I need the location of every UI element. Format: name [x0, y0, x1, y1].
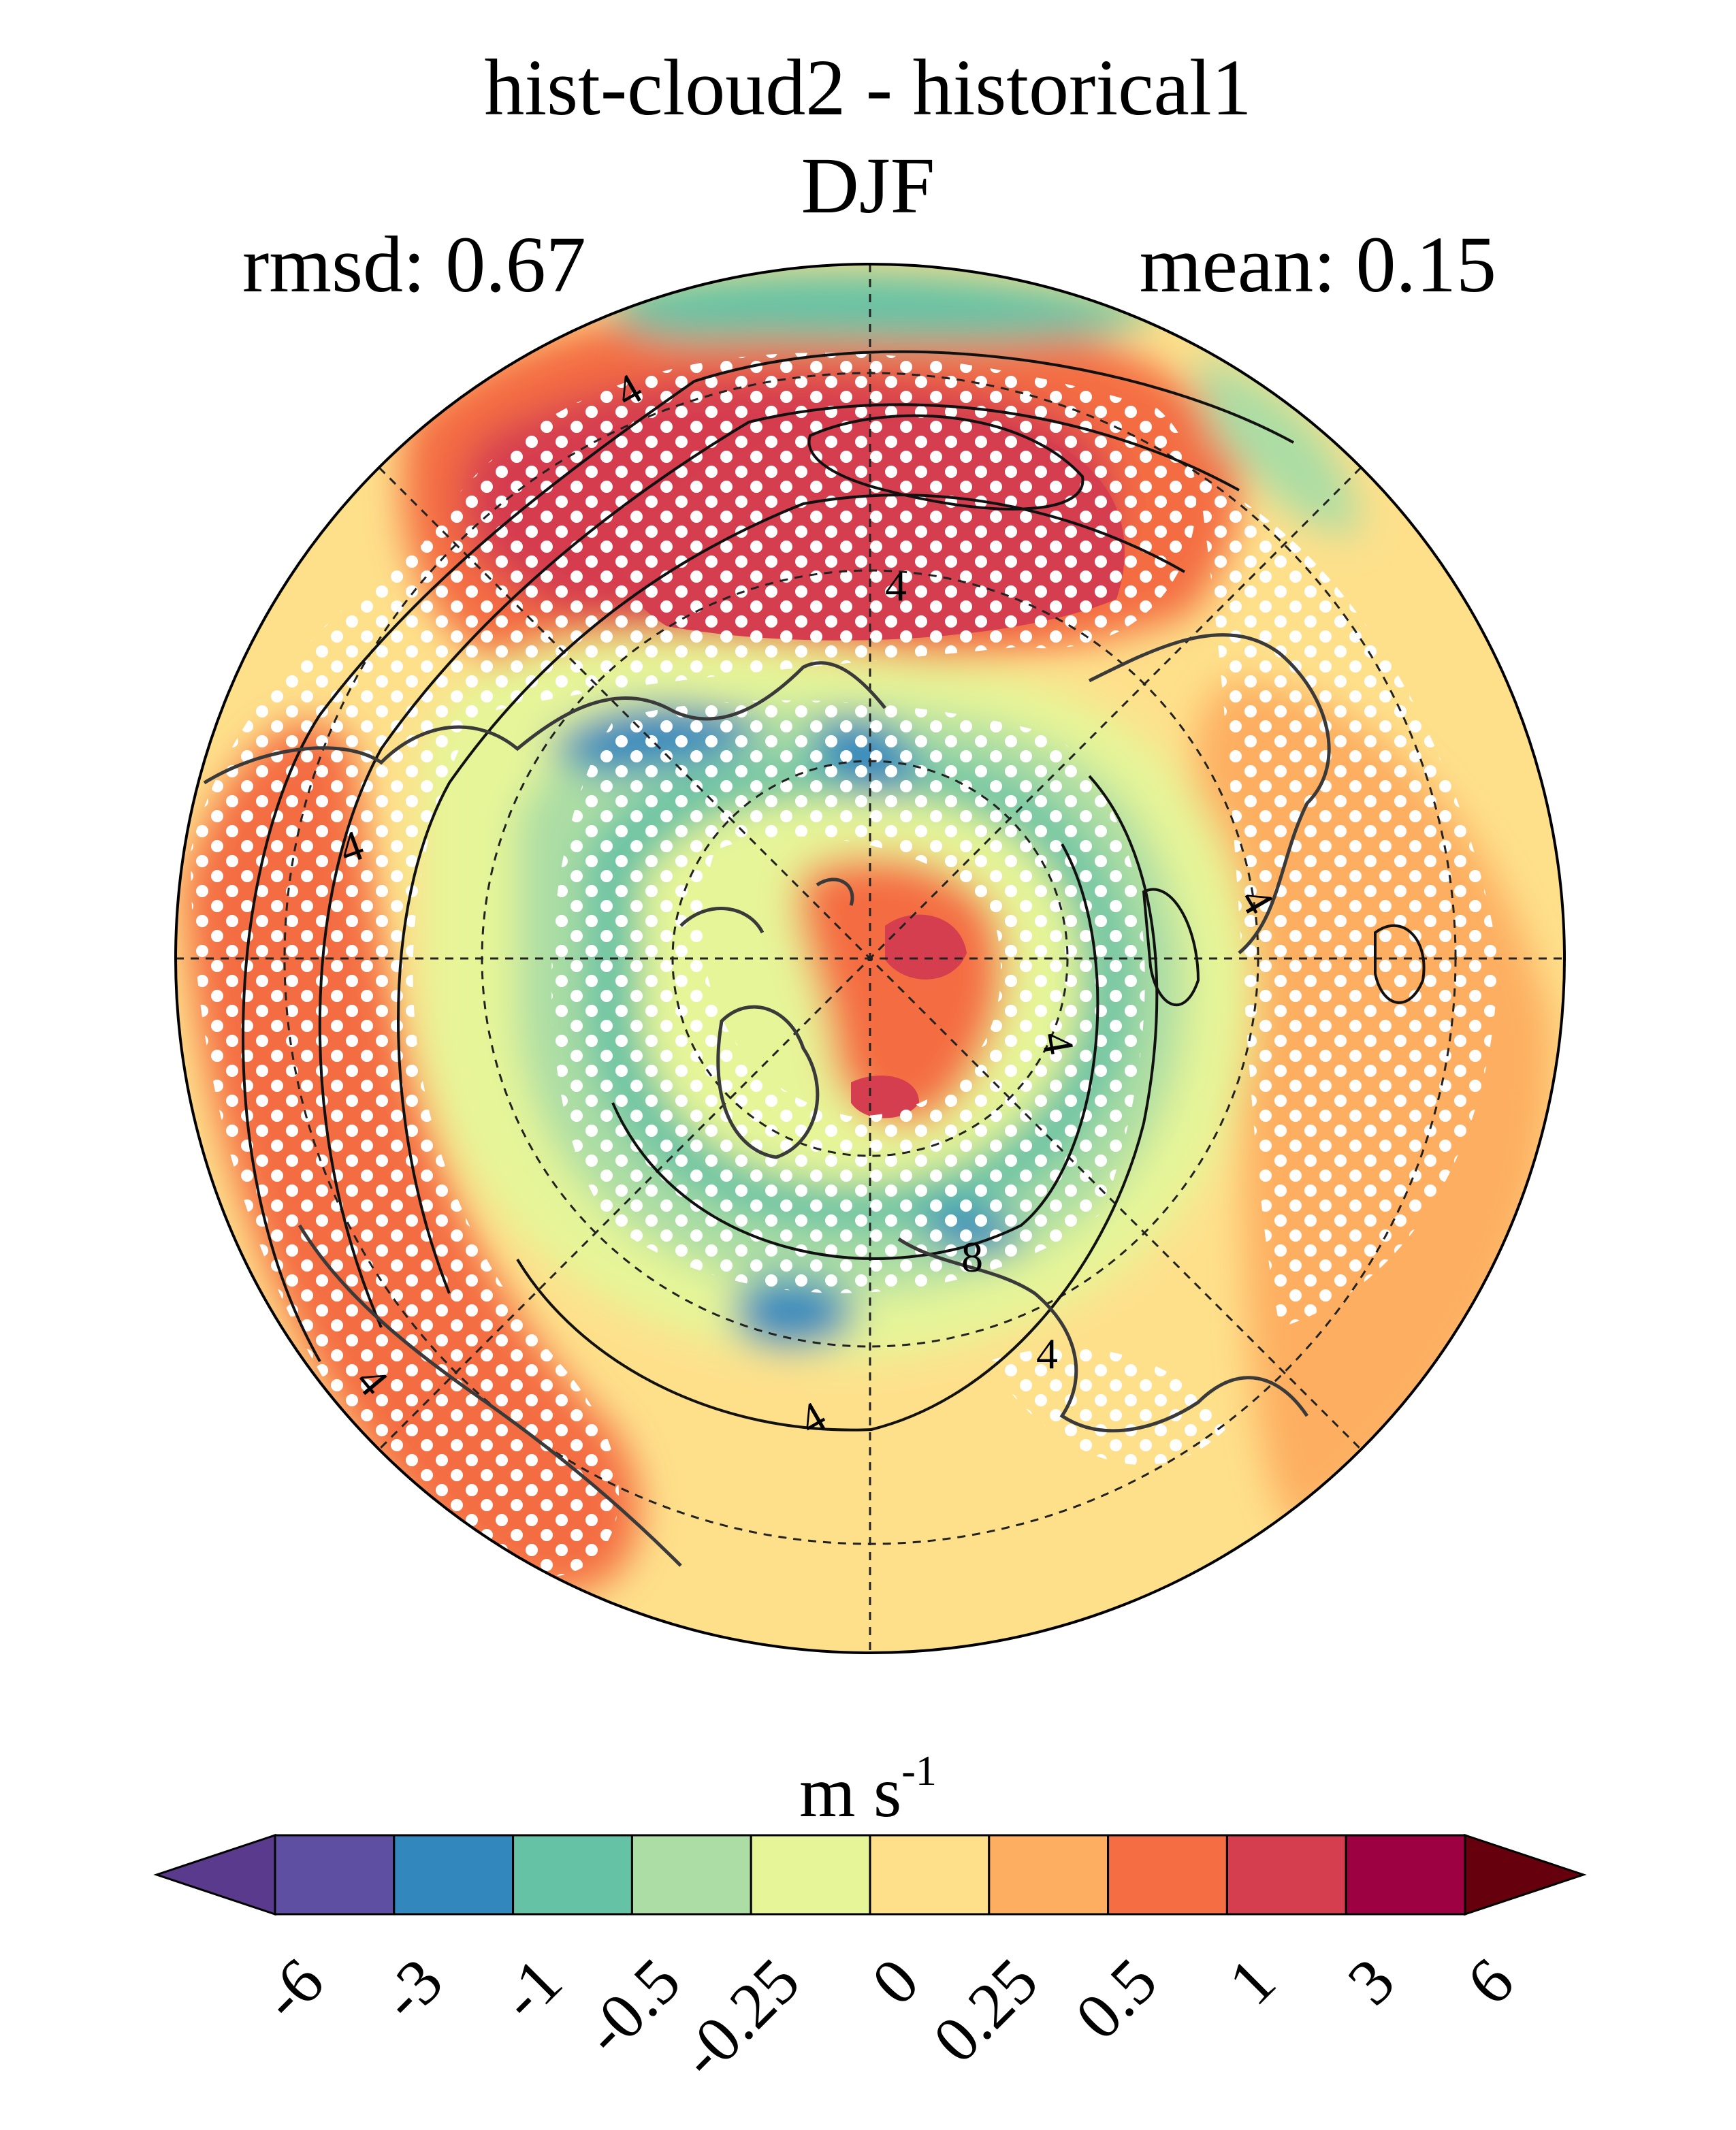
colorbar-segment: [869, 1834, 991, 1916]
significance-stipple-2: [551, 700, 1145, 1293]
colorbar-segment: [393, 1834, 515, 1916]
coastline-west-americas: [298, 1224, 682, 1567]
colorbar-tick-label: 3: [1334, 1943, 1409, 2019]
colorbar-tick-label: 0.5: [1061, 1943, 1171, 2054]
map-boundary: [174, 263, 1566, 1654]
coastlines: [203, 633, 1331, 1567]
colorbar-tick-label: 6: [1452, 1943, 1528, 2019]
colorbar-units: m s-1: [0, 1750, 1736, 1828]
field-region-north-teal: [610, 271, 1157, 343]
colorbar-segment: [630, 1834, 752, 1916]
colorbar-segment: [512, 1834, 633, 1916]
contour-line-1: [242, 350, 1294, 1362]
rmsd-label: rmsd: 0.67: [242, 220, 586, 309]
mean-label: mean: 0.15: [1139, 220, 1496, 309]
units-base: m s: [799, 1752, 902, 1832]
graticule-meridian-diag-2: [378, 466, 1362, 1451]
field-region-northeast-green: [1191, 354, 1362, 533]
contour-east-ring: [516, 775, 1159, 1432]
contour-east-loop: [1374, 924, 1426, 1004]
contour-label: 4: [885, 562, 907, 610]
colorbar-segment: [988, 1834, 1110, 1916]
colorbar-underflow-triangle: [153, 1833, 276, 1916]
significance-stipple-4: [987, 1348, 1225, 1466]
contour-central-loop: [1142, 888, 1200, 1007]
colorbar-segment: [750, 1834, 871, 1916]
climatology-contours: [242, 350, 1426, 1432]
colorbar-segment: [1345, 1834, 1466, 1916]
colorbar-tick-label: -0.25: [665, 1943, 814, 2092]
graticule-parallel-2: [481, 569, 1259, 1348]
colorbar-segment: [274, 1834, 396, 1916]
contour-inner-ring: [611, 843, 1099, 1260]
field-region-blue-3: [735, 1279, 858, 1347]
field-region-pole-red-1: [885, 914, 967, 980]
colorbar-tick-label: -3: [366, 1943, 457, 2034]
coastline-eurasia: [897, 1237, 1309, 1433]
season-label: DJF: [801, 141, 935, 230]
colorbar: [153, 1833, 1587, 1916]
colorbar-segment: [1107, 1834, 1228, 1916]
coastline-north-america: [203, 661, 886, 785]
colorbar-tick-label: 1: [1215, 1943, 1289, 2019]
coastline-arctic-islands: [679, 877, 854, 934]
colorbar-tick-label: -6: [247, 1943, 338, 2034]
colorbar-tick-label: 0: [857, 1943, 933, 2019]
contour-label: 8: [961, 1233, 983, 1281]
colorbar-overflow-triangle: [1464, 1833, 1587, 1916]
contour-line-3: [397, 494, 1185, 1294]
field-region-pole-red-2: [851, 1076, 919, 1118]
graticule-parallel-3: [283, 372, 1457, 1545]
colorbar-tick-label: -1: [485, 1943, 575, 2034]
colorbar-tick-label: 0.25: [918, 1943, 1052, 2077]
map-title: hist-cloud2 - historical1: [484, 43, 1252, 132]
graticule-parallel-1: [671, 760, 1069, 1157]
contour-jet-core: [807, 414, 1084, 511]
contour-line-2: [318, 403, 1240, 1328]
colorbar-segment: [1225, 1834, 1347, 1916]
coastline-asia: [1088, 633, 1331, 954]
polar-stereographic-map: 4 4 4 4 4 8 4 4 4: [174, 263, 1566, 1654]
significance-stipple-3: [1198, 477, 1498, 1327]
contour-label: 4: [1036, 1329, 1058, 1378]
graticule: [176, 264, 1564, 1653]
units-exponent: -1: [901, 1747, 937, 1794]
coastline-greenland: [716, 1005, 820, 1159]
